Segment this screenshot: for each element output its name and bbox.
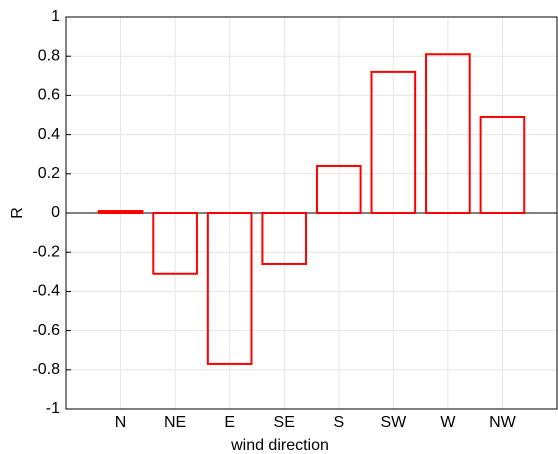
bar <box>152 212 198 275</box>
y-tick-label: 0 <box>51 204 60 221</box>
x-tick-label: SE <box>274 414 295 431</box>
y-tick-label: -1 <box>46 400 60 417</box>
y-tick-label: 0.2 <box>38 165 60 182</box>
bar <box>206 212 253 365</box>
x-tick-label: E <box>224 414 235 431</box>
y-tick-label: 0.6 <box>38 87 60 104</box>
bar <box>370 70 417 214</box>
x-tick-label: NW <box>489 414 517 431</box>
bar <box>425 53 471 214</box>
y-tick-label: 1 <box>51 8 60 25</box>
y-tick-label: -0.6 <box>32 322 60 339</box>
x-axis-label: wind direction <box>230 437 329 454</box>
y-tick-label: -0.4 <box>32 283 60 300</box>
y-axis-label: R <box>9 207 26 219</box>
x-tick-label: W <box>440 414 456 431</box>
bar <box>315 164 362 215</box>
x-tick-label: SW <box>380 414 407 431</box>
x-tick-label: N <box>115 414 127 431</box>
x-tick-label: S <box>333 414 344 431</box>
y-tick-label: 0.8 <box>38 47 60 64</box>
bar <box>479 115 526 214</box>
y-tick-label: -0.8 <box>32 361 60 378</box>
y-tick-label: 0.4 <box>38 126 60 143</box>
bar <box>97 210 144 214</box>
y-tick-label: -0.2 <box>32 243 60 260</box>
x-tick-label: NE <box>164 414 186 431</box>
bar <box>261 212 308 265</box>
